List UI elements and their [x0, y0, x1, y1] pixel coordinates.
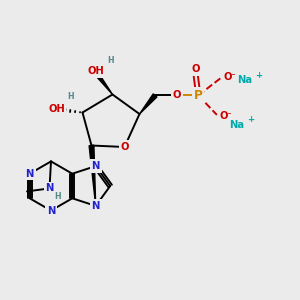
Text: H: H: [55, 192, 61, 201]
Text: N: N: [92, 161, 100, 171]
Text: O: O: [120, 142, 129, 152]
Text: N: N: [92, 201, 100, 211]
Text: H: H: [108, 56, 114, 65]
Text: ⁻: ⁻: [226, 112, 230, 121]
Polygon shape: [140, 94, 157, 114]
Text: +: +: [247, 115, 254, 124]
Text: OH: OH: [48, 104, 65, 115]
Text: ⁻: ⁻: [230, 72, 235, 81]
Text: O: O: [191, 64, 200, 74]
Text: +: +: [255, 70, 262, 80]
Text: OH: OH: [88, 66, 104, 76]
Text: Na: Na: [237, 75, 252, 85]
Text: P: P: [194, 89, 203, 102]
Text: O: O: [219, 111, 228, 121]
Text: N: N: [26, 169, 34, 179]
Polygon shape: [94, 72, 112, 94]
Text: Na: Na: [229, 119, 244, 130]
Polygon shape: [89, 145, 96, 206]
Text: N: N: [45, 183, 54, 194]
Text: O: O: [223, 72, 232, 82]
Text: O: O: [172, 90, 181, 100]
Text: H: H: [67, 92, 74, 101]
Text: N: N: [47, 206, 55, 216]
